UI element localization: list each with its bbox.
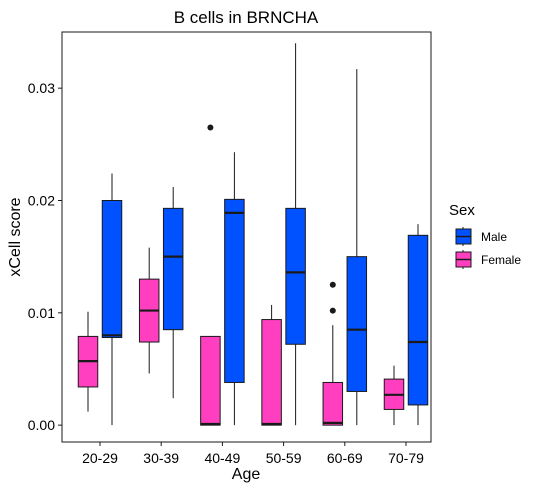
box-iqr <box>407 234 429 406</box>
box-male-30-39 <box>162 187 184 399</box>
box-iqr <box>346 256 368 392</box>
box-female-20-29 <box>77 311 99 412</box>
y-tick-label: 0.00 <box>28 417 55 433</box>
plot-panel-border <box>61 31 432 443</box>
chart-title: B cells in BRNCHA <box>174 8 319 27</box>
box-male-50-59 <box>285 43 306 426</box>
outlier-point <box>207 124 214 131</box>
plot-marks <box>77 43 429 426</box>
box-male-70-79 <box>407 224 429 426</box>
legend-label-male: Male <box>481 230 507 244</box>
legend-item-male: Male <box>455 227 507 246</box>
box-female-60-69 <box>322 281 344 426</box>
y-tick-label: 0.01 <box>28 305 55 321</box>
box-female-70-79 <box>383 365 405 426</box>
legend-label-female: Female <box>481 253 521 267</box>
y-axis-label: xCell score <box>7 197 24 276</box>
box-iqr <box>322 381 344 426</box>
x-tick-label: 30-39 <box>143 450 179 466</box>
box-male-60-69 <box>346 69 368 426</box>
x-tick-label: 60-69 <box>327 450 363 466</box>
y-tick-label: 0.03 <box>28 80 55 96</box>
x-tick-label: 40-49 <box>204 450 240 466</box>
box-iqr <box>101 199 123 339</box>
box-iqr <box>261 319 282 426</box>
legend-item-female: Female <box>455 250 521 269</box>
box-iqr <box>285 207 306 345</box>
x-tick-label: 20-29 <box>82 450 118 466</box>
outlier-point <box>329 307 336 314</box>
outlier-point <box>329 281 336 288</box>
box-female-40-49 <box>200 124 221 426</box>
box-iqr <box>162 207 184 331</box>
y-axis: 0.00 0.01 0.02 0.03 <box>28 80 62 433</box>
box-iqr <box>224 198 245 383</box>
x-tick-label: 50-59 <box>266 450 302 466</box>
x-axis-label: Age <box>232 466 261 483</box>
legend: Sex Male Female <box>449 202 521 269</box>
box-female-30-39 <box>138 247 160 374</box>
box-female-50-59 <box>261 304 282 426</box>
box-male-20-29 <box>101 173 123 426</box>
box-iqr <box>200 335 221 426</box>
x-tick-label: 70-79 <box>388 450 424 466</box>
legend-title: Sex <box>449 202 475 219</box>
y-tick-label: 0.02 <box>28 192 55 208</box>
box-male-40-49 <box>224 152 245 426</box>
x-axis: 20-29 30-39 40-49 50-59 60-69 70-79 <box>82 442 424 466</box>
